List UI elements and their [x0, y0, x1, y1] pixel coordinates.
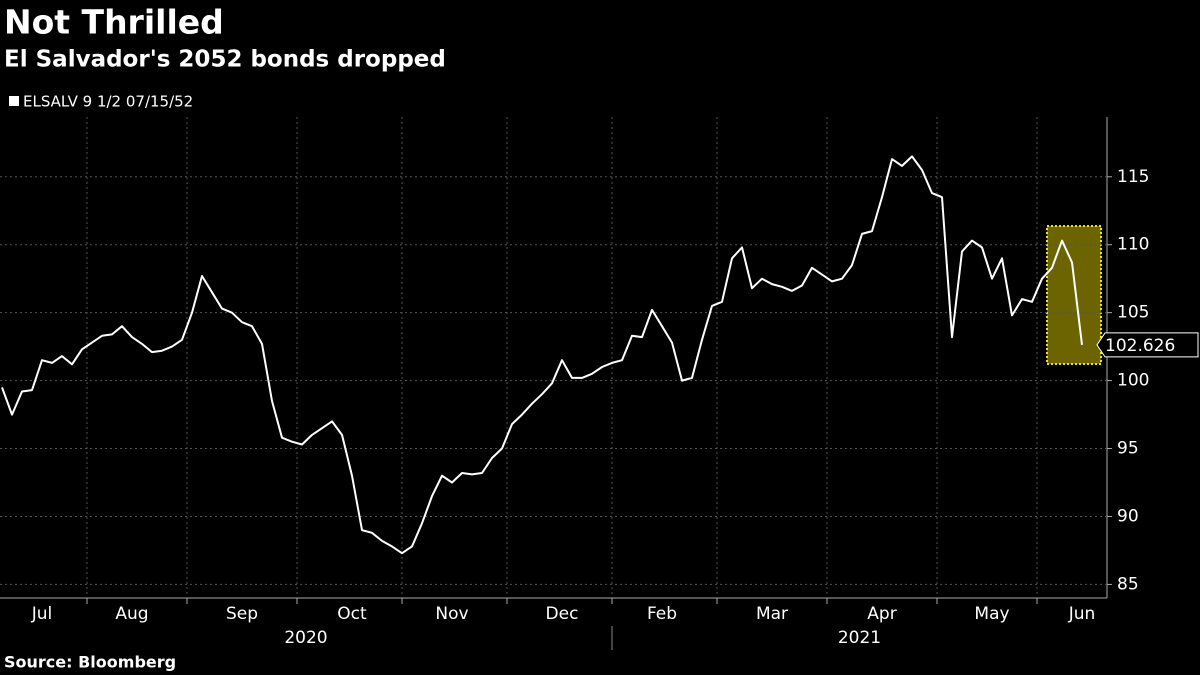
x-tick-label: Jun [1068, 604, 1096, 624]
y-tick-label: 105 [1117, 303, 1149, 323]
chart-title: Not Thrilled [4, 3, 224, 42]
x-tick-label: May [974, 604, 1009, 624]
series-line [1, 155, 1083, 555]
y-tick-label: 90 [1117, 506, 1139, 526]
highlight-box [1046, 225, 1102, 365]
x-tick-label: Sep [226, 604, 258, 624]
y-tick-label: 95 [1117, 439, 1139, 459]
y-tick-label: 115 [1117, 167, 1149, 187]
legend-label: ELSALV 9 1/2 07/15/52 [23, 93, 193, 111]
legend-swatch [9, 96, 19, 106]
year-label: 2020 [284, 628, 327, 648]
x-tick-label: Nov [435, 604, 468, 624]
y-tick-label: 100 [1117, 371, 1149, 391]
y-tick-label: 85 [1117, 574, 1139, 594]
source: Source: Bloomberg [4, 653, 176, 672]
last-value-label: 102.626 [1105, 336, 1175, 356]
x-tick-label: Feb [647, 604, 677, 624]
x-tick-label: Aug [115, 604, 148, 624]
x-tick-label: Jul [31, 604, 53, 624]
last-value-tag [1096, 332, 1199, 358]
x-tick-label: Oct [337, 604, 367, 624]
x-tick-label: Mar [756, 604, 788, 624]
y-tick-label: 110 [1117, 235, 1149, 255]
x-tick-label: Apr [867, 604, 896, 624]
x-tick-label: Dec [546, 604, 579, 624]
year-label: 2021 [838, 628, 881, 648]
chart-subtitle: El Salvador's 2052 bonds dropped [4, 47, 446, 73]
